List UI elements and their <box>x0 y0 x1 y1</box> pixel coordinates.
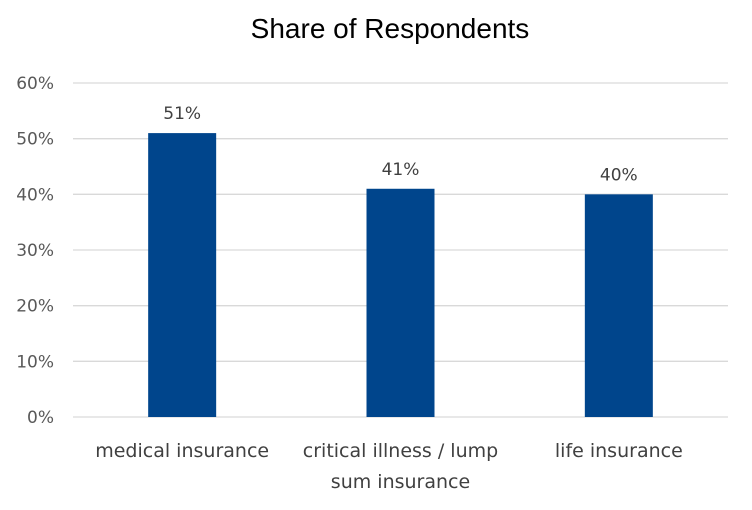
data-label: 51% <box>163 104 201 124</box>
y-tick-label: 30% <box>16 241 54 261</box>
bar <box>366 188 435 417</box>
data-label: 41% <box>382 160 420 180</box>
x-tick-label: sum insurance <box>331 471 470 493</box>
data-labels: 51% 41% 40% <box>163 104 637 185</box>
bars <box>148 133 653 417</box>
bar <box>584 194 653 417</box>
y-tick-label: 0% <box>27 408 54 428</box>
x-tick-label: critical illness / lump <box>303 440 498 462</box>
x-tick-label: life insurance <box>555 440 683 462</box>
y-tick-label: 20% <box>16 297 54 317</box>
y-tick-label: 40% <box>16 185 54 205</box>
y-tick-label: 60% <box>16 74 54 94</box>
y-axis: 0% 10% 20% 30% 40% 50% 60% <box>16 74 54 428</box>
x-axis: medical insurance critical illness / lump… <box>95 440 683 493</box>
x-tick-label: medical insurance <box>95 440 269 462</box>
y-tick-label: 10% <box>16 352 54 372</box>
chart-title: Share of Respondents <box>251 13 530 44</box>
y-tick-label: 50% <box>16 130 54 150</box>
bar <box>148 133 217 417</box>
data-label: 40% <box>600 165 638 185</box>
